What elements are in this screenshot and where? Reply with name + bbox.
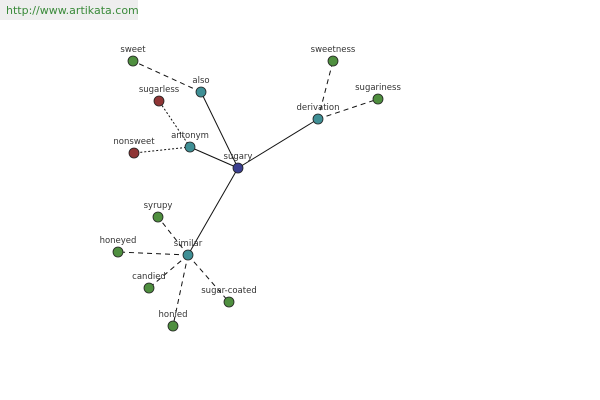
edge <box>200 91 239 169</box>
node-label[interactable]: antonym <box>171 131 209 141</box>
node-label[interactable]: also <box>192 76 209 86</box>
node[interactable] <box>372 93 384 105</box>
edge <box>237 118 319 169</box>
node-label[interactable]: sugarless <box>139 85 180 95</box>
node-label[interactable]: candied <box>132 272 166 282</box>
edge <box>132 60 202 93</box>
node[interactable] <box>327 55 339 67</box>
edge <box>189 146 239 169</box>
node-label[interactable]: similar <box>174 239 203 249</box>
edge <box>157 216 189 256</box>
site-url[interactable]: http://www.artikata.com <box>6 4 139 17</box>
node[interactable] <box>184 141 196 153</box>
node[interactable] <box>112 246 124 258</box>
node-label[interactable]: sugary <box>224 152 253 162</box>
edge <box>133 146 191 154</box>
node-label[interactable]: syrupy <box>144 201 173 211</box>
node[interactable] <box>223 296 235 308</box>
edge <box>117 251 189 256</box>
edge <box>317 98 379 120</box>
node-label[interactable]: nonsweet <box>113 137 155 147</box>
node[interactable] <box>167 320 179 332</box>
node[interactable] <box>143 282 155 294</box>
node-label[interactable]: derivation <box>296 103 339 113</box>
node[interactable] <box>232 162 244 174</box>
node[interactable] <box>153 95 165 107</box>
edge <box>317 60 334 120</box>
node[interactable] <box>312 113 324 125</box>
node-label[interactable]: sugar-coated <box>201 286 256 296</box>
node[interactable] <box>128 147 140 159</box>
node-label[interactable]: honied <box>159 310 188 320</box>
node[interactable] <box>182 249 194 261</box>
node[interactable] <box>127 55 139 67</box>
edge <box>158 100 191 148</box>
header: http://www.artikata.com <box>0 0 139 20</box>
node-label[interactable]: sweet <box>120 45 146 55</box>
edge <box>187 167 239 256</box>
node[interactable] <box>152 211 164 223</box>
node-label[interactable]: sweetness <box>311 45 356 55</box>
node[interactable] <box>195 86 207 98</box>
node-label[interactable]: honeyed <box>100 236 137 246</box>
edge <box>172 254 189 327</box>
edge <box>187 254 230 303</box>
node-label[interactable]: sugariness <box>355 83 401 93</box>
